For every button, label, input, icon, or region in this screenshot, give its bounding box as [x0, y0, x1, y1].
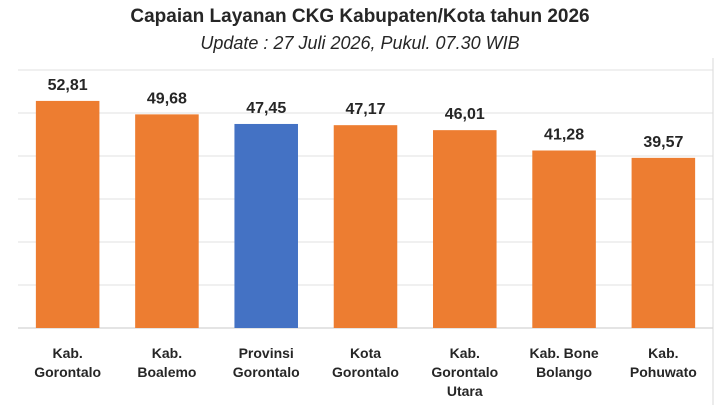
category-label-line: Gorontalo: [34, 364, 101, 380]
category-label: Kab. Boalemo: [137, 345, 196, 380]
category-label-line: Provinsi: [239, 345, 294, 361]
data-label: 46,01: [445, 106, 485, 123]
category-label: Kab. Gorontalo: [34, 345, 101, 380]
category-label-line: Gorontalo: [233, 364, 300, 380]
bar: [35, 100, 100, 329]
category-label: Kab. Pohuwato: [630, 345, 697, 380]
bar: [631, 157, 696, 328]
data-label: 52,81: [48, 77, 88, 94]
data-label: 41,28: [544, 126, 584, 143]
category-label: Kab. Bone Bolango: [529, 345, 598, 380]
category-label-line: Kab.: [450, 345, 480, 361]
category-label-line: Gorontalo: [332, 364, 399, 380]
bar: [433, 130, 497, 328]
data-label: 49,68: [147, 90, 187, 107]
chart-title: Capaian Layanan CKG Kabupaten/Kota tahun…: [130, 6, 590, 27]
bar: [234, 123, 298, 328]
category-label-line: Bolango: [536, 364, 592, 380]
category-label-line: Kota: [350, 345, 381, 361]
data-label: 47,45: [246, 100, 286, 117]
data-label: 39,57: [643, 134, 683, 151]
category-label: Kota Gorontalo: [332, 345, 399, 380]
category-label-line: Boalemo: [137, 364, 196, 380]
category-label-line: Kab. Bone: [529, 345, 598, 361]
category-label: Provinsi Gorontalo: [233, 345, 300, 380]
bar: [333, 125, 398, 328]
category-label-line: Kab.: [52, 345, 82, 361]
bar: [135, 114, 199, 328]
category-label-line: Kab.: [152, 345, 182, 361]
data-label: 47,17: [345, 101, 385, 118]
chart-subtitle: Update : 27 Juli 2026, Pukul. 07.30 WIB: [200, 33, 520, 53]
bar: [532, 150, 596, 328]
category-label-line: Pohuwato: [630, 364, 697, 380]
category-label-line: Kab.: [648, 345, 678, 361]
category-label: Kab. Gorontalo Utara: [431, 345, 498, 399]
category-label-line: Utara: [447, 383, 483, 399]
category-label-line: Gorontalo: [431, 364, 498, 380]
